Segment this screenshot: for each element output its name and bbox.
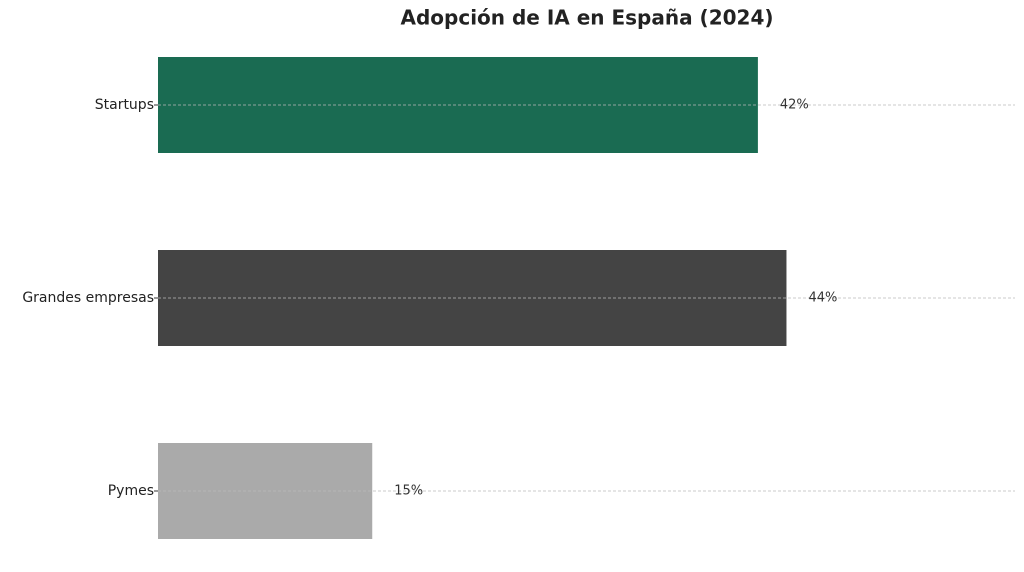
value-label: 44% [808,291,837,306]
y-tick-label: Startups [95,97,154,113]
y-tick-label: Grandes empresas [22,290,154,306]
chart-title: Adopción de IA en España (2024) [400,6,773,30]
bar [158,57,758,153]
bar [158,250,787,346]
value-label: 15% [394,484,423,499]
y-tick-label: Pymes [108,483,154,499]
value-label: 42% [780,98,809,113]
